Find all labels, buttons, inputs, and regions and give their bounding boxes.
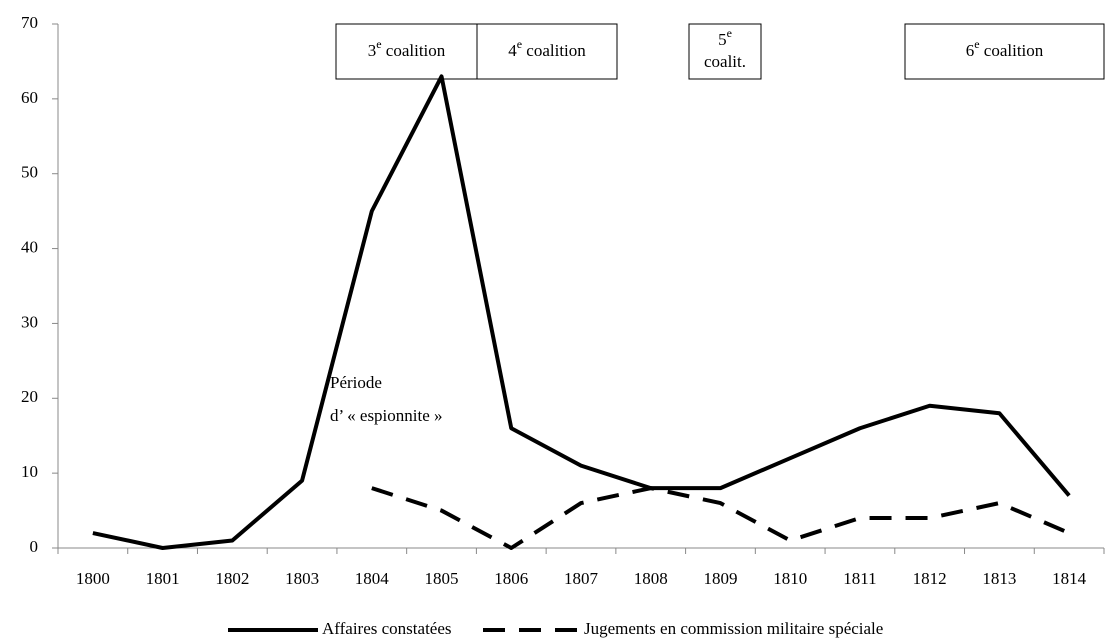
x-tick-label: 1809 xyxy=(703,569,737,588)
x-tick-label: 1803 xyxy=(285,569,319,588)
x-tick-label: 1804 xyxy=(355,569,390,588)
y-tick-label: 10 xyxy=(21,462,38,481)
coalition-number: 6 xyxy=(966,41,975,60)
y-tick-label: 60 xyxy=(21,88,38,107)
coalition-box xyxy=(476,23,618,80)
x-tick-label: 1805 xyxy=(425,569,459,588)
y-tick-label: 0 xyxy=(30,537,39,556)
coalition-sup: e xyxy=(727,26,732,40)
coalition-box xyxy=(335,23,478,80)
coalition-label: coalit. xyxy=(704,52,746,71)
coalition-label: 6e coalition xyxy=(966,37,1044,60)
coalition-label: 4e coalition xyxy=(508,37,586,60)
y-tick-label: 70 xyxy=(21,13,38,32)
coalition-number: 5 xyxy=(718,30,727,49)
x-tick-label: 1801 xyxy=(146,569,180,588)
annotation: d’ « espionnite » xyxy=(330,406,443,425)
x-tick-label: 1802 xyxy=(215,569,249,588)
coalition-label: 5e xyxy=(718,26,732,49)
annotation: Période xyxy=(330,373,382,392)
y-tick-label: 40 xyxy=(21,237,38,256)
x-tick-label: 1813 xyxy=(982,569,1016,588)
coalition-box xyxy=(688,23,762,80)
x-tick-label: 1808 xyxy=(634,569,668,588)
y-tick-label: 20 xyxy=(21,387,38,406)
x-tick-label: 1807 xyxy=(564,569,599,588)
series-line xyxy=(92,74,1071,550)
legend-label: Affaires constatées xyxy=(322,619,452,638)
x-tick-label: 1806 xyxy=(494,569,528,588)
coalition-sup: e xyxy=(517,37,522,51)
coalition-text: coalition xyxy=(382,41,446,60)
coalition-number: 4 xyxy=(508,41,517,60)
coalition-sup: e xyxy=(376,37,381,51)
coalition-sup: e xyxy=(974,37,979,51)
coalition-label: 3e coalition xyxy=(368,37,446,60)
x-tick-label: 1810 xyxy=(773,569,807,588)
legend-label: Jugements en commission militaire spécia… xyxy=(584,619,883,638)
series-line xyxy=(371,486,1070,550)
coalition-text: coalition xyxy=(522,41,586,60)
y-tick-label: 30 xyxy=(21,312,38,331)
coalition-number: 3 xyxy=(368,41,377,60)
coalition-box xyxy=(904,23,1105,80)
x-tick-label: 1800 xyxy=(76,569,110,588)
x-tick-label: 1811 xyxy=(843,569,876,588)
coalition-number: coalit. xyxy=(704,52,746,71)
x-tick-label: 1812 xyxy=(913,569,947,588)
y-tick-label: 50 xyxy=(21,163,38,182)
coalition-text: coalition xyxy=(980,41,1044,60)
x-tick-label: 1814 xyxy=(1052,569,1087,588)
